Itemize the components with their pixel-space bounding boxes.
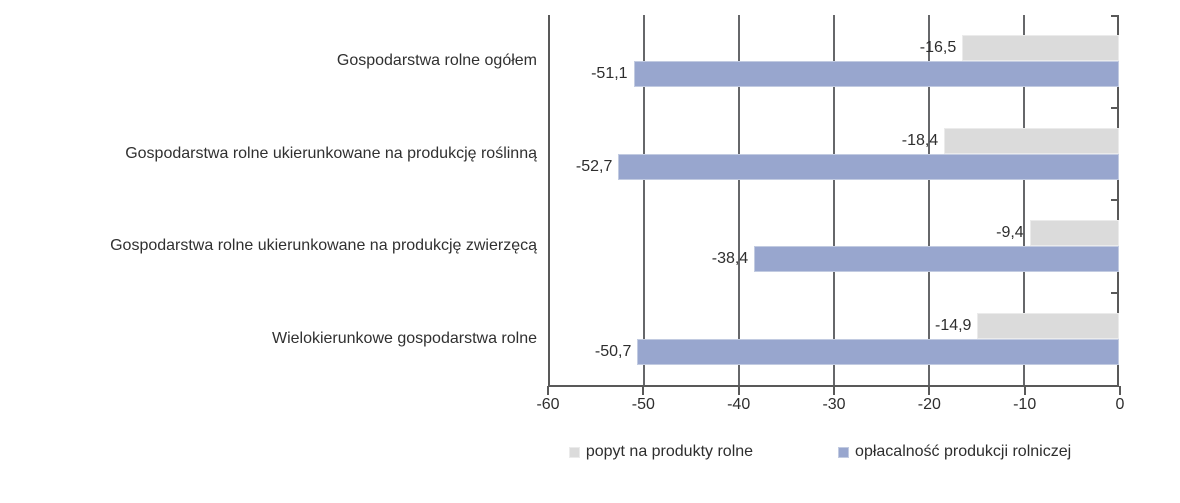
x-axis-tick-label: -10 (1013, 396, 1037, 413)
category-label: Gospodarstwa rolne ukierunkowane na prod… (110, 237, 537, 255)
gridline (927, 15, 930, 385)
gridline (642, 15, 645, 385)
bar-popyt (977, 312, 1119, 339)
category-axis-tick (1111, 106, 1119, 109)
category-label: Wielokierunkowe gospodarstwa rolne (271, 329, 537, 347)
bar-popyt (1029, 220, 1119, 246)
x-axis-tick-label: -20 (917, 396, 941, 413)
category-axis-labels: Gospodarstwa rolne ogółem Gospodarstwa ro… (0, 15, 537, 385)
bar-value-label-oplacalnosc: -52,7 (575, 157, 613, 175)
value-axis-line (548, 385, 1119, 387)
x-axis-tick (547, 386, 549, 395)
legend-label-oplacalnosc: opłacalność produkcji rolniczej (855, 443, 1072, 460)
bar-oplacalnosc (754, 246, 1119, 272)
x-axis-tick-label: -30 (822, 396, 846, 413)
bar-popyt (962, 35, 1119, 61)
bar-value-label-oplacalnosc: -38,4 (711, 250, 749, 267)
category-axis-tick (1111, 291, 1119, 294)
x-axis-tick-label: -50 (631, 396, 655, 413)
x-axis-tick (1119, 386, 1121, 395)
left-plot-border (548, 15, 550, 387)
x-axis-tick-label: -60 (536, 396, 560, 413)
bar-value-label-popyt: -9,4 (996, 224, 1024, 241)
category-axis-tick (1111, 199, 1119, 201)
legend-item-popyt: popyt na produkty rolne (568, 443, 754, 461)
bar-oplacalnosc (618, 153, 1119, 180)
category-axis-line (1117, 15, 1119, 387)
bar-popyt (944, 127, 1119, 154)
x-axis-tick (642, 386, 645, 395)
bar-value-label-popyt: -16,5 (919, 39, 957, 56)
category-label: Gospodarstwa rolne ogółem (336, 52, 537, 70)
plot-area: -16,5 -51,1 -18,4 -52,7 -9,4 -38,4 -14,9 -50,7 (549, 15, 1119, 385)
category-label: Gospodarstwa rolne ukierunkowane na prod… (125, 144, 537, 162)
category-axis-tick (1111, 15, 1119, 17)
legend-item-oplacalnosc: opłacalność produkcji rolniczej (838, 443, 1071, 461)
bar-value-label-oplacalnosc: -50,7 (594, 342, 632, 360)
legend: popyt na produkty rolne opłacalność produ… (500, 443, 1140, 461)
bar-oplacalnosc (633, 61, 1119, 87)
gridline (1023, 15, 1025, 385)
legend-label-popyt: popyt na produkty rolne (585, 443, 754, 460)
x-axis-tick (833, 386, 835, 395)
gridline (833, 15, 835, 385)
x-axis-tick (928, 386, 931, 395)
bar-value-label-oplacalnosc: -51,1 (591, 65, 628, 82)
gridline (737, 15, 740, 385)
x-axis-tick (737, 386, 740, 395)
x-axis-tick-label: -40 (727, 396, 751, 413)
x-axis-tick-label: 0 (1115, 396, 1125, 413)
legend-swatch-popyt (568, 446, 580, 458)
bar-value-label-popyt: -14,9 (934, 316, 972, 334)
legend-swatch-oplacalnosc (838, 446, 850, 458)
bar-value-label-popyt: -18,4 (901, 131, 939, 149)
bar-oplacalnosc (637, 338, 1119, 365)
x-axis-tick (1023, 386, 1026, 395)
